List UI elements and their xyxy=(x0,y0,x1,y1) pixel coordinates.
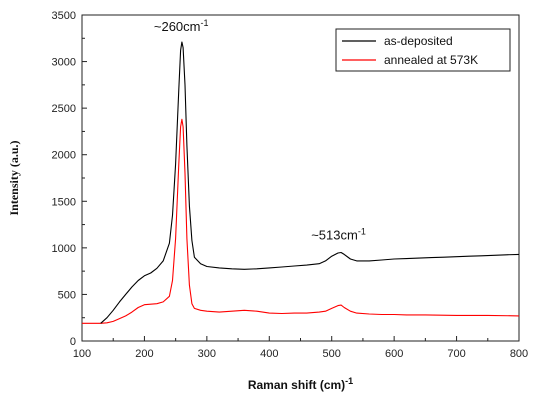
peak-annotation: ~260cm-1 xyxy=(154,18,209,34)
peak-annotation: ~513cm-1 xyxy=(311,226,366,242)
legend-box xyxy=(335,28,511,72)
x-tick-label: 300 xyxy=(198,348,216,360)
x-tick-label: 200 xyxy=(135,348,153,360)
y-tick-label: 1000 xyxy=(52,243,76,255)
x-tick-label: 700 xyxy=(447,348,465,360)
y-tick-label: 3500 xyxy=(52,10,76,22)
annotations: ~260cm-1 ~513cm-1 xyxy=(154,18,366,243)
x-axis-label: Raman shift (cm)-1 xyxy=(248,376,353,392)
x-tick-label: 800 xyxy=(510,348,528,360)
y-tick-label: 2000 xyxy=(52,150,76,162)
legend: as-deposited annealed at 573K xyxy=(335,28,511,72)
series-layer xyxy=(82,41,520,324)
y-tick-label: 500 xyxy=(58,289,76,301)
y-tick-label: 2500 xyxy=(52,103,76,115)
y-axis-label: Intensity (a.u.) xyxy=(7,140,21,215)
x-tick-label: 600 xyxy=(385,348,403,360)
series-line xyxy=(100,41,520,324)
x-tick-label: 500 xyxy=(323,348,341,360)
y-tick-label: 3000 xyxy=(52,57,76,69)
series-line xyxy=(82,118,520,324)
legend-label: as-deposited xyxy=(384,34,453,48)
x-tick-label: 100 xyxy=(73,348,91,360)
y-tick-label: 0 xyxy=(70,336,76,348)
x-tick-label: 400 xyxy=(260,348,278,360)
legend-label: annealed at 573K xyxy=(384,53,478,67)
axis-ticks: 100 200 300 400 500 600 700 800 0 500 1000 1500 2000… xyxy=(52,10,529,360)
y-tick-label: 1500 xyxy=(52,196,76,208)
